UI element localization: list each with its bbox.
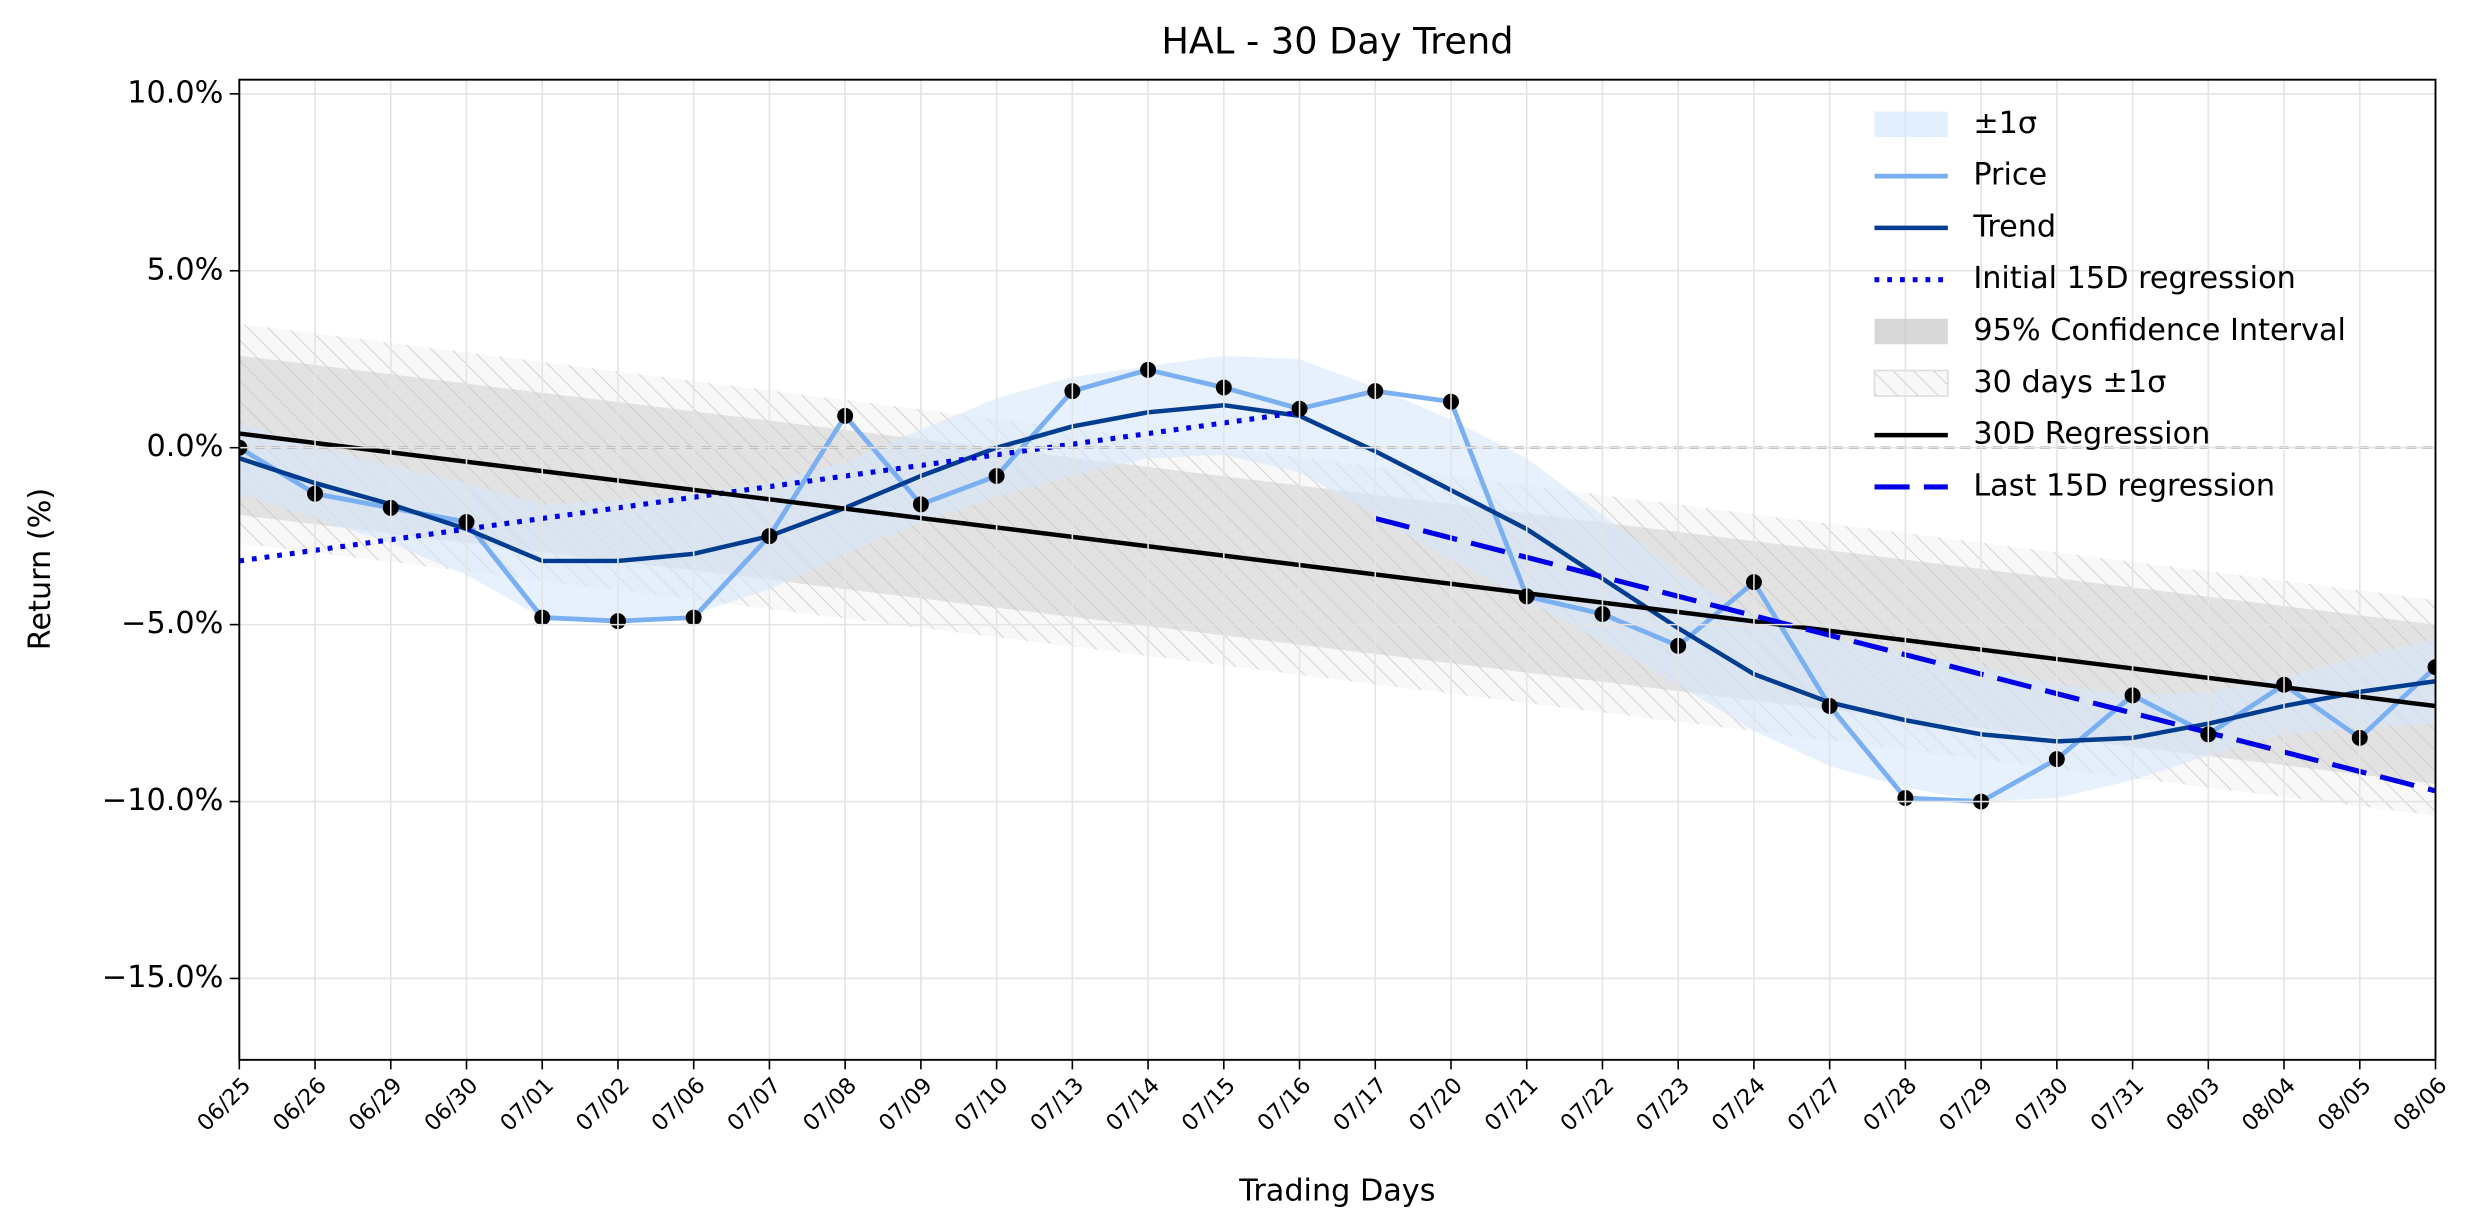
x-tick-label: 07/29	[1934, 1073, 1998, 1137]
x-tick-label: 06/26	[268, 1073, 332, 1137]
legend-label: Initial 15D regression	[1973, 261, 2295, 296]
x-tick-label: 07/31	[2086, 1073, 2150, 1137]
x-tick-label: 06/25	[192, 1073, 256, 1137]
x-tick-label: 08/06	[2388, 1073, 2452, 1137]
legend-label: 30D Regression	[1973, 417, 2210, 452]
x-tick-label: 07/13	[1025, 1073, 1089, 1137]
legend-label: Trend	[1972, 209, 2056, 244]
x-tick-label: 07/09	[874, 1073, 938, 1137]
x-tick-label: 07/02	[571, 1073, 635, 1137]
legend-label: Price	[1973, 158, 2047, 193]
x-tick-label: 07/14	[1101, 1073, 1165, 1137]
x-tick-label: 08/03	[2161, 1073, 2225, 1137]
x-tick-label: 07/23	[1631, 1073, 1695, 1137]
x-tick-label: 07/30	[2010, 1073, 2074, 1137]
x-tick-label: 07/27	[1783, 1073, 1847, 1137]
x-tick-label: 07/15	[1177, 1073, 1241, 1137]
y-tick-label: −5.0%	[121, 606, 223, 641]
x-tick-label: 07/24	[1707, 1073, 1771, 1137]
point	[2427, 659, 2436, 676]
series-line	[239, 402, 2436, 744]
legend-label: ±1σ	[1973, 106, 2037, 141]
y-axis-label: Return (%)	[23, 488, 58, 650]
series-line	[239, 367, 2436, 804]
y-tick-label: 0.0%	[146, 429, 223, 464]
x-tick-label: 07/07	[722, 1073, 786, 1137]
x-tick-label: 07/08	[798, 1073, 862, 1137]
y-tick-label: 10.0%	[127, 75, 223, 110]
x-tick-label: 08/05	[2313, 1073, 2377, 1137]
x-tick-label: 07/01	[495, 1073, 559, 1137]
y-tick-label: −15.0%	[102, 960, 224, 995]
chart-title: HAL - 30 Day Trend	[1161, 20, 1513, 63]
x-tick-label: 06/29	[344, 1073, 408, 1137]
y-tick-label: −10.0%	[102, 783, 224, 818]
x-tick-label: 07/16	[1253, 1073, 1317, 1137]
x-tick-label: 07/17	[1328, 1073, 1392, 1137]
x-tick-label: 07/22	[1555, 1073, 1619, 1137]
legend-swatch	[1874, 318, 1948, 345]
x-tick-label: 07/28	[1858, 1073, 1922, 1137]
x-tick-label: 07/10	[950, 1073, 1014, 1137]
x-tick-label: 07/20	[1404, 1073, 1468, 1137]
x-tick-label: 07/21	[1480, 1073, 1544, 1137]
x-tick-label: 06/30	[419, 1073, 483, 1137]
y-tick-label: 5.0%	[146, 252, 223, 287]
legend-label: 30 days ±1σ	[1973, 365, 2166, 400]
plot-area	[239, 323, 2436, 816]
legend-label: 95% Confidence Interval	[1973, 313, 2346, 348]
x-tick-label: 07/06	[647, 1073, 711, 1137]
x-tick-label: 08/04	[2237, 1073, 2301, 1137]
band	[239, 355, 2436, 802]
legend-label: Last 15D regression	[1973, 468, 2275, 503]
x-axis-label: Trading Days	[1238, 1174, 1435, 1209]
plot-frame	[238, 78, 2437, 1061]
legend-swatch	[1873, 369, 1949, 397]
series-line	[239, 431, 2436, 709]
legend-swatch	[1874, 111, 1948, 138]
